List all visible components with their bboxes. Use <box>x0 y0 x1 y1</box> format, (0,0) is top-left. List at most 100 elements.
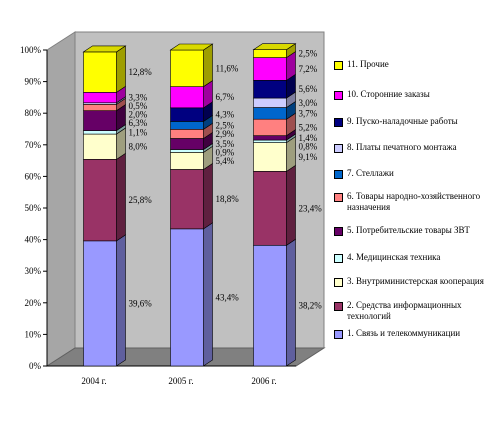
side-wall <box>46 31 76 367</box>
data-label: 7,2% <box>299 64 318 74</box>
bar-segment <box>253 49 287 58</box>
legend-swatch <box>334 330 343 339</box>
bar-segment-side <box>286 238 296 367</box>
data-label: 8,0% <box>129 142 148 152</box>
data-label: 1,1% <box>129 127 148 137</box>
bar-segment <box>170 107 204 122</box>
x-tick-label: 2005 г. <box>168 376 193 386</box>
legend-label: 10. Сторонние заказы <box>347 89 430 99</box>
y-tick-label: 40% <box>25 235 42 245</box>
y-tick-label: 70% <box>25 140 42 150</box>
data-label: 23,4% <box>299 203 323 213</box>
legend-label: 11. Прочие <box>347 59 389 69</box>
legend-item: 4. Медицинская техника <box>334 252 499 263</box>
data-label: 5,4% <box>216 156 235 166</box>
legend-label: 9. Пуско-наладочные работы <box>347 116 458 126</box>
bar-segment <box>83 159 117 242</box>
x-tick-label: 2004 г. <box>81 376 106 386</box>
data-label: 2,5% <box>216 120 235 130</box>
bar-segment <box>170 152 204 170</box>
legend-swatch <box>334 61 343 70</box>
data-label: 0,8% <box>299 141 318 151</box>
y-tick-label: 80% <box>25 108 42 118</box>
x-tick-label: 2006 г. <box>251 376 276 386</box>
data-label: 0,5% <box>129 101 148 111</box>
legend-item: 6. Товары народно-хозяйственного назначе… <box>334 191 499 213</box>
bar-segment <box>253 171 287 246</box>
legend-label: 8. Платы печатного монтажа <box>347 142 457 152</box>
bar-top <box>169 43 214 51</box>
legend-label: 6. Товары народно-хозяйственного назначе… <box>347 191 481 212</box>
data-label: 2,0% <box>129 110 148 120</box>
bar-segment <box>170 149 204 153</box>
legend-swatch <box>334 118 343 127</box>
legend-swatch <box>334 91 343 100</box>
y-tick-label: 30% <box>25 266 42 276</box>
data-label: 1,4% <box>299 133 318 143</box>
data-label: 3,0% <box>299 98 318 108</box>
legend-item: 2. Средства информационных технологий <box>334 300 499 322</box>
legend-item: 5. Потребительские товары ЗВТ <box>334 225 499 236</box>
y-tick-label: 50% <box>25 203 42 213</box>
data-label: 25,8% <box>129 195 153 205</box>
bar-segment <box>83 130 117 135</box>
bar-segment <box>253 57 287 81</box>
legend-item: 3. Внутриминистерская кооперация <box>334 276 499 287</box>
y-tick-label: 10% <box>25 329 42 339</box>
y-tick-label: 0% <box>29 361 42 371</box>
legend-label: 1. Связь и телекоммуникации <box>347 328 461 338</box>
bar-segment <box>253 135 287 141</box>
bar-segment <box>253 142 287 172</box>
bar-segment <box>83 110 117 131</box>
data-label: 43,4% <box>216 292 240 302</box>
legend-item: 7. Стеллажи <box>334 168 499 179</box>
bar-segment <box>83 104 117 111</box>
bar-segment-side <box>116 45 126 93</box>
legend-item: 1. Связь и телекоммуникации <box>334 328 499 339</box>
data-label: 12,8% <box>129 67 153 77</box>
legend-label: 4. Медицинская техника <box>347 252 441 262</box>
bar-segment <box>83 133 117 160</box>
bar-segment <box>170 86 204 109</box>
bar-segment <box>170 138 204 150</box>
bar-segment-side <box>203 222 213 367</box>
legend-swatch <box>334 170 343 179</box>
bar-segment <box>170 228 204 367</box>
legend-swatch <box>334 227 343 236</box>
legend-item: 9. Пуско-наладочные работы <box>334 116 499 127</box>
bar-segment-side <box>203 43 213 88</box>
legend-swatch <box>334 254 343 263</box>
data-label: 18,8% <box>216 194 240 204</box>
legend-label: 3. Внутриминистерская кооперация <box>347 276 484 286</box>
data-label: 3,3% <box>129 93 148 103</box>
legend-label: 2. Средства информационных технологий <box>347 300 462 321</box>
data-label: 0,9% <box>216 148 235 158</box>
data-label: 11,6% <box>216 63 239 73</box>
data-label: 3,5% <box>216 139 235 149</box>
y-tick-label: 20% <box>25 298 42 308</box>
bar-segment <box>253 107 287 120</box>
data-label: 4,3% <box>216 110 235 120</box>
data-label: 6,3% <box>129 118 148 128</box>
legend-swatch <box>334 302 343 311</box>
y-tick-label: 60% <box>25 171 42 181</box>
legend-item: 8. Платы печатного монтажа <box>334 142 499 153</box>
bar-segment <box>83 51 117 93</box>
legend-label: 7. Стеллажи <box>347 168 394 178</box>
data-label: 3,7% <box>299 108 318 118</box>
bar-segment-side <box>116 234 126 367</box>
data-label: 5,6% <box>299 84 318 94</box>
bar-segment <box>83 92 117 104</box>
data-label: 9,1% <box>299 152 318 162</box>
bar-segment <box>253 80 287 99</box>
bar-top <box>82 45 127 53</box>
bar-segment <box>253 118 287 136</box>
legend-swatch <box>334 278 343 287</box>
bar-segment <box>83 240 117 367</box>
y-tick-label: 90% <box>25 77 42 87</box>
bar-segment <box>170 121 204 130</box>
legend-swatch <box>334 144 343 153</box>
bar-segment-side <box>203 162 213 230</box>
